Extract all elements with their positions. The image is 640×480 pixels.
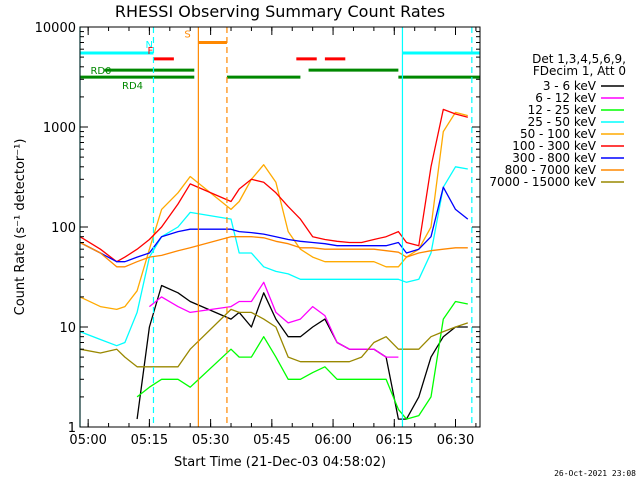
legend-entry-label: 100 - 300 keV <box>512 139 596 153</box>
x-tick-label: 05:30 <box>192 433 229 448</box>
x-tick-label: 06:15 <box>376 433 413 448</box>
legend-entry-label: 300 - 800 keV <box>512 151 596 165</box>
state-label-s: S <box>184 29 190 40</box>
state-label-f: F <box>147 46 153 57</box>
legend-entry-label: 50 - 100 keV <box>520 127 597 141</box>
series-line-2 <box>136 300 468 420</box>
y-tick-label: 10 <box>59 321 76 336</box>
y-tick-label: 10000 <box>35 21 76 36</box>
legend-entry-label: 6 - 12 keV <box>535 91 597 105</box>
series-line-7 <box>79 236 468 268</box>
x-tick-label: 06:00 <box>314 433 351 448</box>
legend-entry-label: 3 - 6 keV <box>543 79 597 93</box>
data-series <box>79 108 469 420</box>
x-axis-label: Start Time (21-Dec-03 04:58:02) <box>174 455 386 470</box>
series-line-0 <box>136 284 468 420</box>
legend-header-line: FDecim 1, Att 0 <box>533 64 626 78</box>
legend-header-line: Det 1,3,4,5,6,9, <box>532 52 626 66</box>
legend-entry-label: 12 - 25 keV <box>528 103 597 117</box>
series-line-5 <box>79 108 468 263</box>
x-tick-label: 05:15 <box>131 433 168 448</box>
x-tick-label: 05:45 <box>253 433 290 448</box>
series-line-8 <box>79 308 469 368</box>
y-tick-label: 100 <box>51 221 76 236</box>
axes: 05:00 05:15 05:30 05:45 06:00 06:15 06:30 1 10 10… <box>35 21 480 448</box>
legend-entry-label: 25 - 50 keV <box>528 115 597 129</box>
legend-entry-label: 7000 - 15000 keV <box>489 175 596 189</box>
series-line-6 <box>79 186 469 263</box>
legend: Det 1,3,4,5,6,9,FDecim 1, Att 03 - 6 keV… <box>489 52 626 189</box>
legend-entry-label: 800 - 7000 keV <box>505 163 597 177</box>
series-line-3 <box>79 166 468 347</box>
y-tick-label: 1000 <box>43 121 76 136</box>
chart-title: RHESSI Observing Summary Count Rates <box>115 2 445 21</box>
y-axis-label: Count Rate (s⁻¹ detector⁻¹) <box>13 139 28 316</box>
state-label-rd4: RD4 <box>122 81 143 92</box>
y-tick-label: 1 <box>68 421 76 436</box>
series-line-4 <box>79 111 468 311</box>
state-label-n: N <box>145 40 152 51</box>
footer-stamp: 26-Oct-2021 23:08 <box>554 469 636 478</box>
state-label-rd0: RD0 <box>90 66 111 77</box>
x-tick-label: 06:30 <box>437 433 474 448</box>
state-bars: N S F RD0 RD4 <box>80 29 480 92</box>
x-tick-label: 05:00 <box>69 433 106 448</box>
series-line-1 <box>148 281 399 358</box>
